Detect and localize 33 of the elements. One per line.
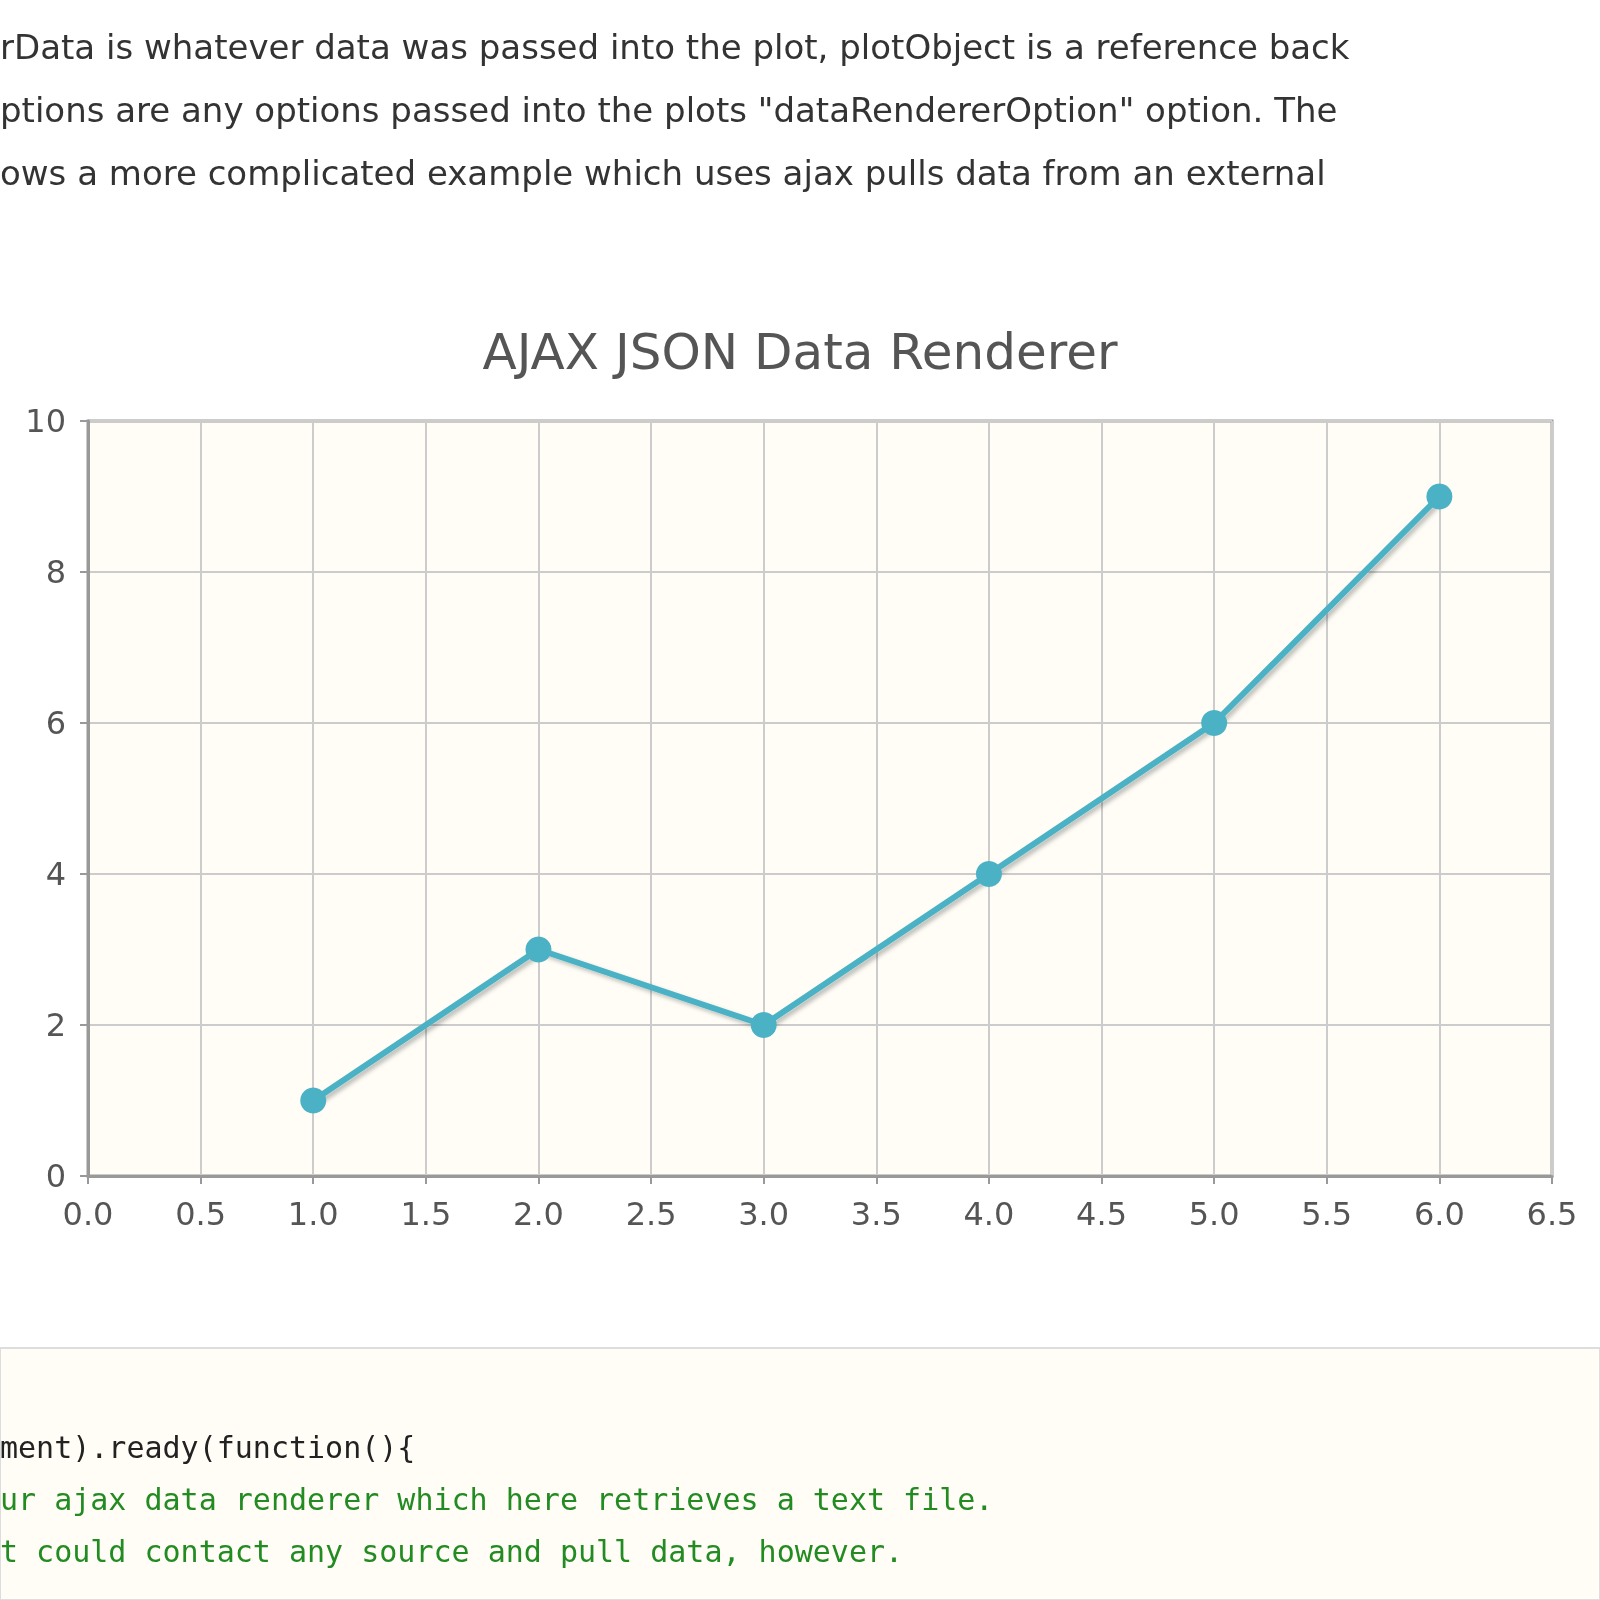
x-tick-label: 4.5 (1076, 1195, 1127, 1233)
text: ows a more complicated example which uses ajax pulls data from an external (0, 153, 1326, 193)
y-tick-label: 10 (25, 402, 66, 440)
x-tick-label: 3.0 (738, 1195, 790, 1233)
x-tick-label: 3.5 (850, 1195, 902, 1233)
text: ptions are any options passed into the plots "dataRendererOption" option. The (0, 90, 1338, 130)
point (975, 861, 1002, 887)
x-tick-label: 1.0 (287, 1195, 339, 1233)
x-tick-label: 4.0 (963, 1195, 1015, 1233)
y-tick-label: 4 (45, 855, 66, 893)
x-tick-label: 0.0 (62, 1195, 114, 1233)
text: t could contact any source and pull data, however. (0, 1533, 904, 1569)
x-tick-label: 5.0 (1188, 1195, 1240, 1233)
y-tick-label: 8 (45, 553, 66, 591)
point (1426, 483, 1453, 510)
chart-title: AJAX JSON Data Renderer (482, 323, 1118, 381)
y-tick-label: 0 (45, 1157, 66, 1195)
x-tick-label: 6.5 (1526, 1195, 1578, 1233)
point (525, 936, 552, 963)
point (300, 1087, 327, 1114)
x-tick-label: 5.5 (1301, 1195, 1353, 1233)
text: ur ajax data renderer which here retrieves a text file. (0, 1481, 994, 1517)
text: ment).ready(function(){ (0, 1429, 416, 1465)
x-tick-label: 6.0 (1413, 1195, 1465, 1233)
x-tick-label: 2.0 (513, 1195, 564, 1233)
x-tick-label: 1.5 (400, 1195, 452, 1233)
x-tick-label: 0.5 (175, 1195, 227, 1233)
x-tick-label: 2.5 (625, 1195, 677, 1233)
y-tick-label: 2 (45, 1006, 66, 1044)
text: rData is whatever data was passed into the plot, plotObject is a reference back (0, 27, 1350, 67)
y-tick-label: 6 (45, 704, 66, 742)
point (1201, 710, 1228, 736)
point (750, 1012, 777, 1038)
